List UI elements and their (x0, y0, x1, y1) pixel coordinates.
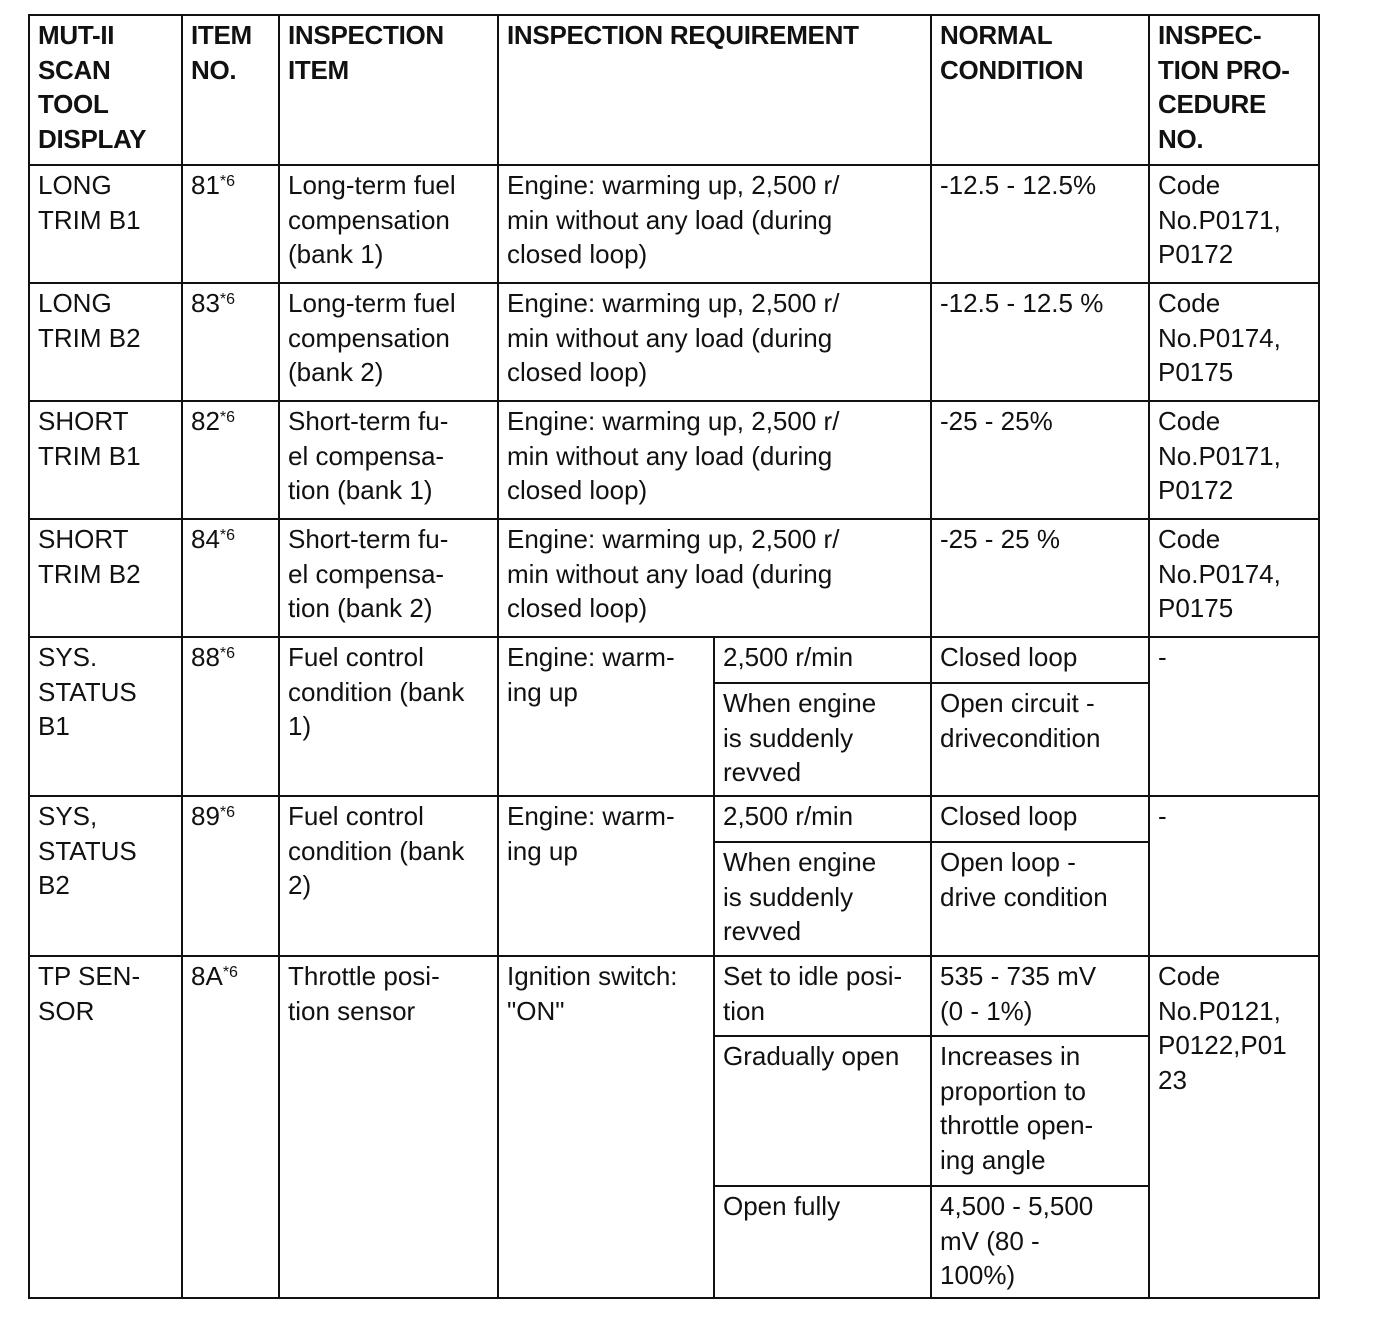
footnote-mark: *6 (219, 291, 236, 308)
table-row: SYS. STATUS B1 88*6 Fuel control condition… (28, 636, 1320, 797)
item-no: 88*6 (181, 636, 280, 797)
footnote-mark: *6 (219, 409, 236, 426)
item-no: 83*6 (181, 282, 280, 402)
procedure-no: - (1148, 636, 1320, 797)
normal-condition: 535 - 735 mV (0 - 1%) (930, 955, 1150, 1037)
inspection-item: Short-term fu- el compensa- tion (bank 1… (278, 400, 499, 520)
inspection-item: Long-term fuel compensation (bank 1) (278, 164, 499, 284)
scan-tool-display: LONG TRIM B1 (28, 164, 183, 284)
scan-tool-display: SYS, STATUS B2 (28, 795, 183, 957)
table-sub-row: Gradually open Increases in proportion to… (29, 1035, 1319, 1187)
item-number: 84 (191, 524, 220, 554)
scan-tool-display: SHORT TRIM B2 (28, 518, 183, 638)
header-item-no: ITEM NO. (181, 14, 280, 166)
inspection-item: Fuel control condition (bank 2) (278, 795, 499, 957)
header-normal-condition: NORMAL CONDITION (930, 14, 1150, 166)
sub-condition: When engine is suddenly revved (713, 682, 932, 797)
inspection-requirement: Engine: warm- ing up (497, 636, 715, 797)
normal-condition: Increases in proportion to throttle open… (930, 1035, 1150, 1187)
footnote-mark: *6 (219, 645, 236, 662)
sub-condition: Gradually open (713, 1035, 932, 1187)
inspection-item: Short-term fu- el compensa- tion (bank 2… (278, 518, 499, 638)
table-sub-row: When engine is suddenly revved Open circu… (29, 682, 1319, 797)
item-number: 81 (191, 170, 220, 200)
header-inspection-requirement: INSPECTION REQUIREMENT (497, 14, 932, 166)
footnote-mark: *6 (222, 964, 238, 981)
item-number: 83 (191, 288, 220, 318)
scan-tool-display: LONG TRIM B2 (28, 282, 183, 402)
inspection-item: Fuel control condition (bank 1) (278, 636, 499, 797)
procedure-no: Code No.P0171, P0172 (1148, 400, 1320, 520)
item-no: 8A*6 (181, 955, 280, 1299)
procedure-no: Code No.P0171, P0172 (1148, 164, 1320, 284)
sub-condition: 2,500 r/min (713, 636, 932, 684)
item-number: 88 (191, 642, 220, 672)
sub-condition: 2,500 r/min (713, 795, 932, 843)
table-sub-row: Open fully 4,500 - 5,500 mV (80 - 100%) (29, 1185, 1319, 1299)
inspection-requirement: Engine: warming up, 2,500 r/ min without… (497, 164, 932, 284)
item-no: 84*6 (181, 518, 280, 638)
item-number: 82 (191, 406, 220, 436)
table-row: LONG TRIM B1 81*6 Long-term fuel compensat… (28, 164, 1320, 284)
inspection-requirement: Engine: warming up, 2,500 r/ min without… (497, 282, 932, 402)
footnote-mark: *6 (219, 527, 236, 544)
normal-condition: Open circuit - drivecondition (930, 682, 1150, 797)
sub-condition: Set to idle posi- tion (713, 955, 932, 1037)
normal-condition: Closed loop (930, 795, 1150, 843)
header-row: MUT-II SCAN TOOL DISPLAY ITEM NO. INSPEC… (28, 14, 1320, 166)
normal-condition: -12.5 - 12.5% (930, 164, 1150, 284)
inspection-item: Long-term fuel compensation (bank 2) (278, 282, 499, 402)
normal-condition: -25 - 25 % (930, 518, 1150, 638)
header-inspection-item: INSPECTION ITEM (278, 14, 499, 166)
inspection-item: Throttle posi- tion sensor (278, 955, 499, 1299)
item-no: 89*6 (181, 795, 280, 957)
normal-condition: Open loop - drive condition (930, 841, 1150, 957)
table-row: SYS, STATUS B2 89*6 Fuel control condition… (28, 795, 1320, 957)
scan-tool-display: SYS. STATUS B1 (28, 636, 183, 797)
item-number: 89 (191, 801, 220, 831)
procedure-no: Code No.P0174, P0175 (1148, 518, 1320, 638)
inspection-requirement: Engine: warming up, 2,500 r/ min without… (497, 400, 932, 520)
footnote-mark: *6 (219, 804, 236, 821)
item-no: 82*6 (181, 400, 280, 520)
inspection-requirement: Engine: warm- ing up (497, 795, 715, 957)
table-row: SHORT TRIM B2 84*6 Short-term fu- el compe… (28, 518, 1320, 638)
sub-condition: Open fully (713, 1185, 932, 1299)
normal-condition: -12.5 - 12.5 % (930, 282, 1150, 402)
procedure-no: Code No.P0121, P0122,P01 23 (1148, 955, 1320, 1299)
procedure-no: Code No.P0174, P0175 (1148, 282, 1320, 402)
table-row: SHORT TRIM B1 82*6 Short-term fu- el compe… (28, 400, 1320, 520)
table-row: TP SEN- SOR 8A*6 Throttle posi- tion senso… (28, 955, 1320, 1299)
inspection-requirement: Engine: warming up, 2,500 r/ min without… (497, 518, 932, 638)
scan-tool-display: TP SEN- SOR (28, 955, 183, 1299)
normal-condition: -25 - 25% (930, 400, 1150, 520)
sub-condition: When engine is suddenly revved (713, 841, 932, 957)
inspection-table: MUT-II SCAN TOOL DISPLAY ITEM NO. INSPEC… (28, 14, 1320, 1299)
footnote-mark: *6 (219, 173, 236, 190)
inspection-requirement: Ignition switch: "ON" (497, 955, 715, 1299)
procedure-no: - (1148, 795, 1320, 957)
header-display: MUT-II SCAN TOOL DISPLAY (28, 14, 183, 166)
table-sub-row: When engine is suddenly revved Open loop … (29, 841, 1319, 957)
scan-tool-display: SHORT TRIM B1 (28, 400, 183, 520)
item-no: 81*6 (181, 164, 280, 284)
normal-condition: 4,500 - 5,500 mV (80 - 100%) (930, 1185, 1150, 1299)
normal-condition: Closed loop (930, 636, 1150, 684)
table-row: LONG TRIM B2 83*6 Long-term fuel compensat… (28, 282, 1320, 402)
item-number: 8A (191, 961, 223, 991)
header-procedure-no: INSPEC- TION PRO- CEDURE NO. (1148, 14, 1320, 166)
